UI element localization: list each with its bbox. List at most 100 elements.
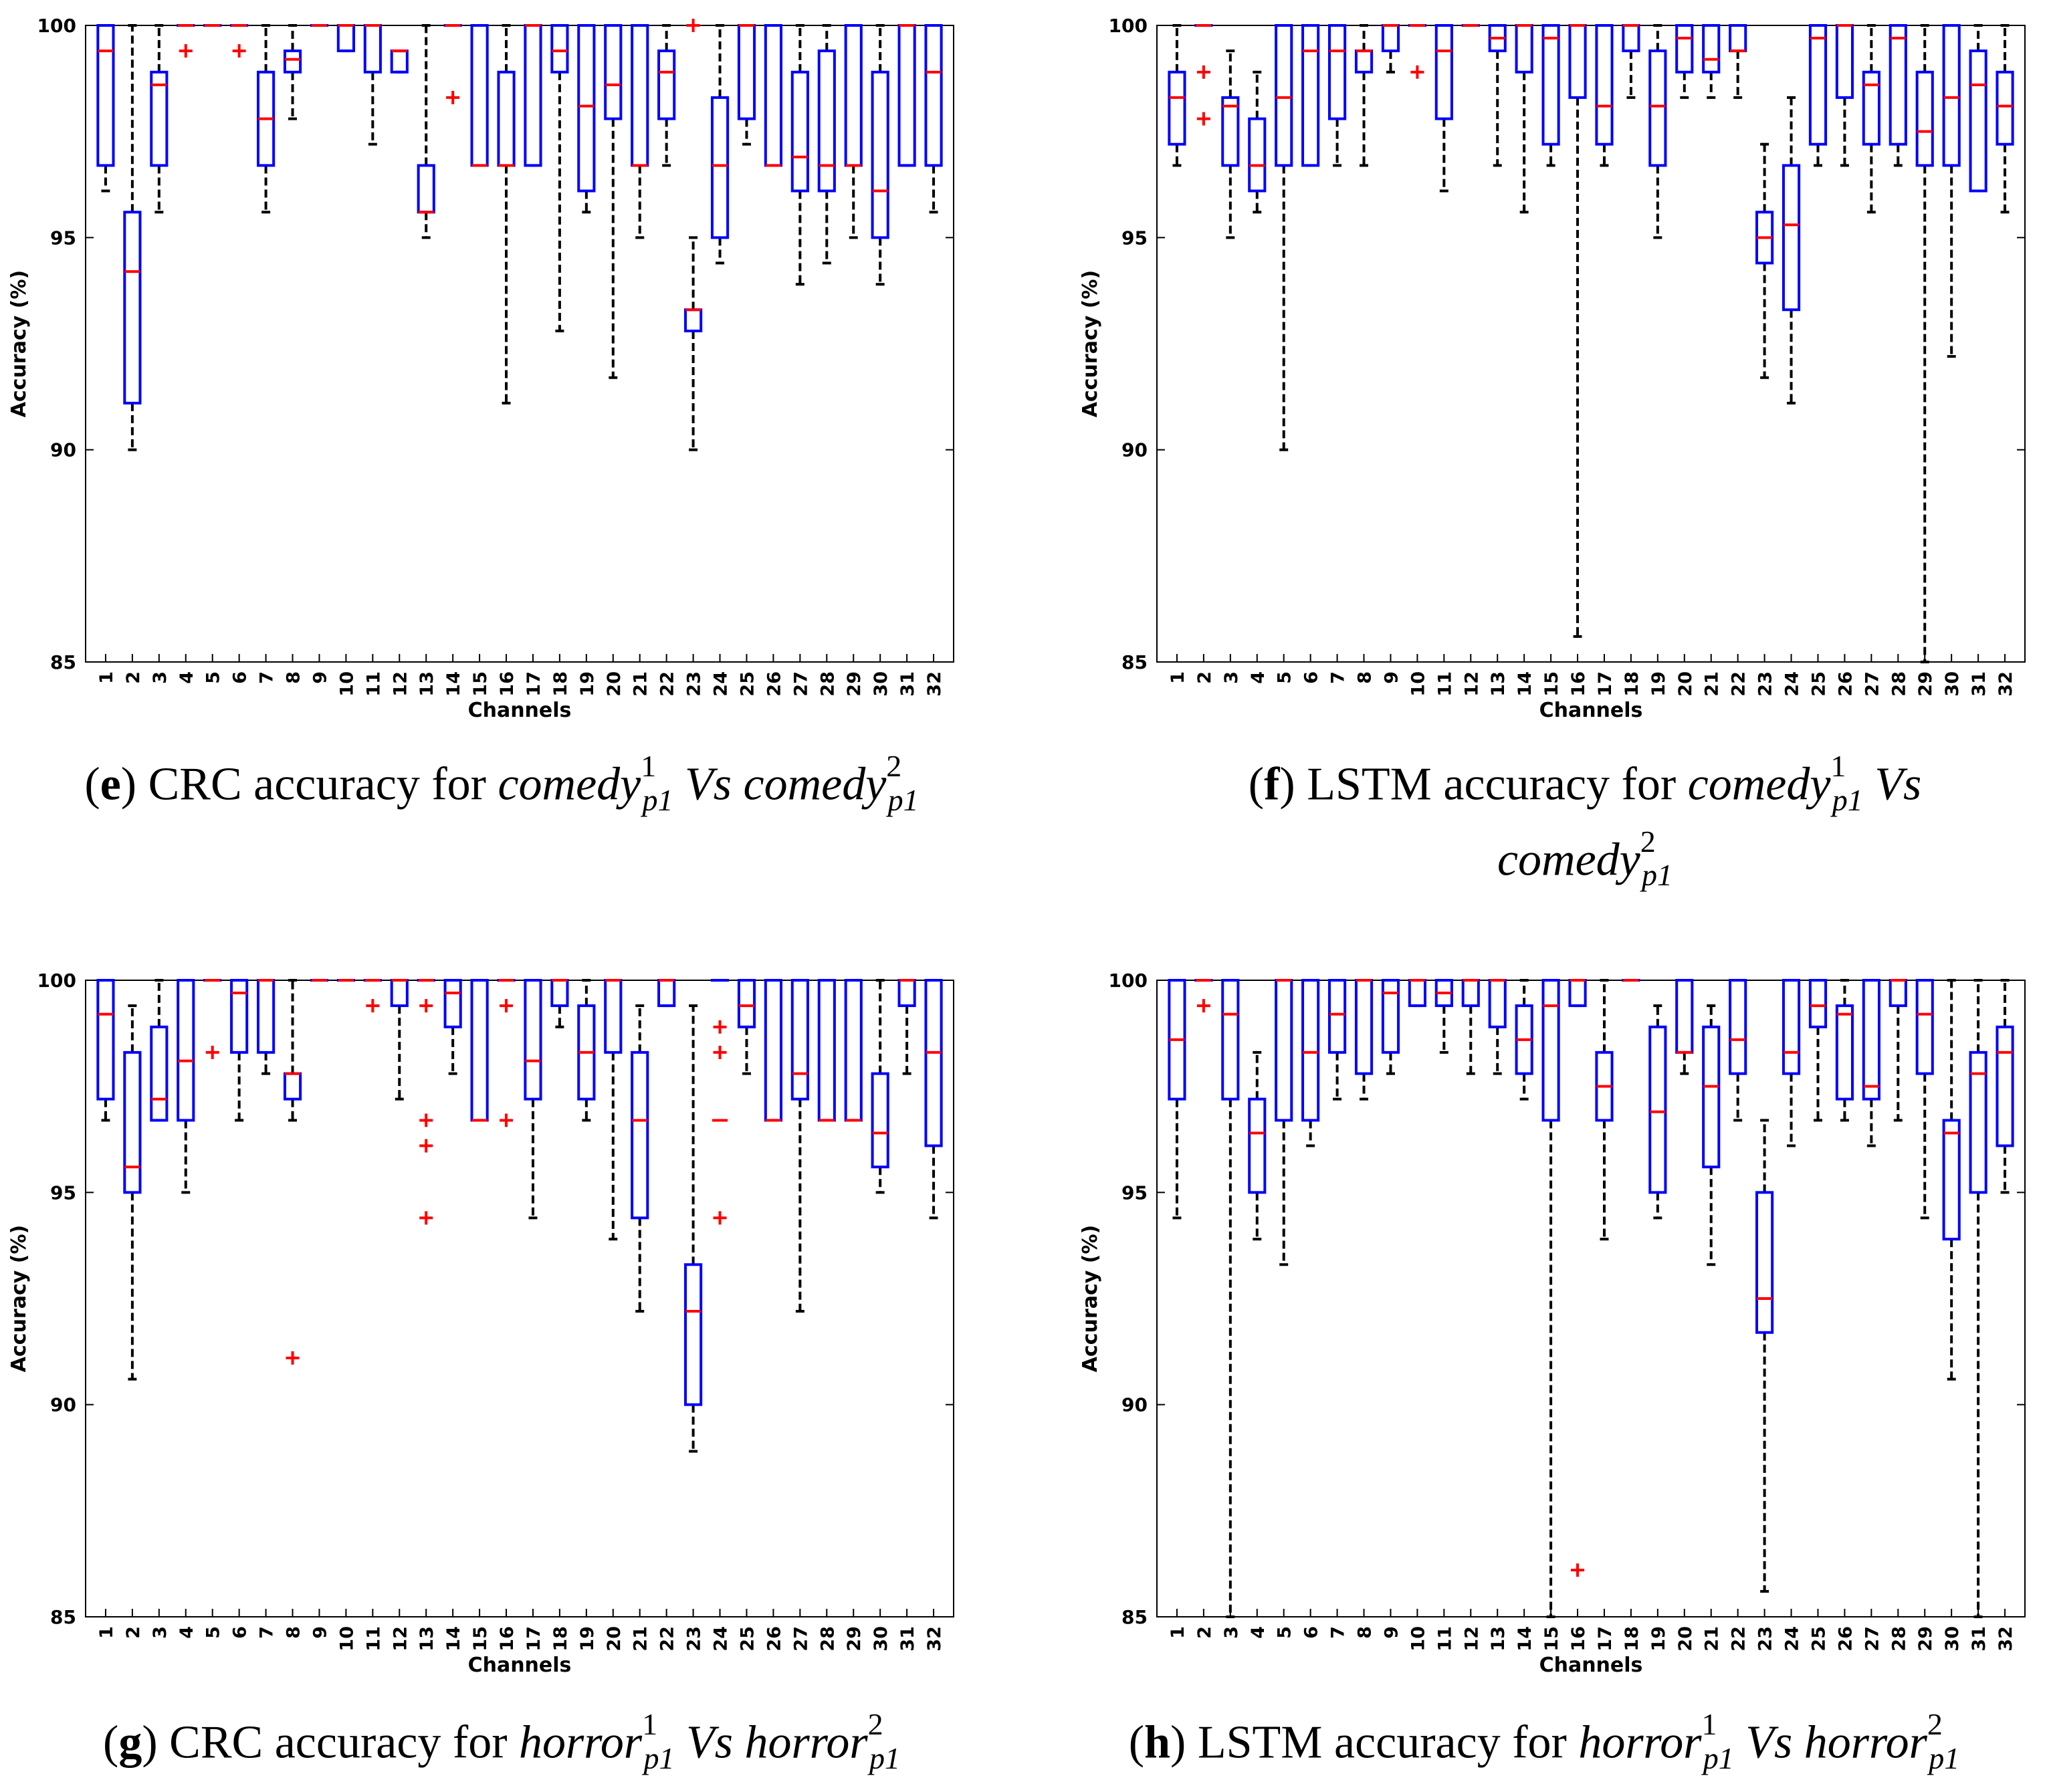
outlier-marker: [1196, 999, 1210, 1013]
box-channel-2: 2: [1194, 979, 1215, 1639]
box-channel-16: 16: [1568, 979, 1589, 1652]
box-iqr: [737, 24, 756, 120]
box-channel-31: 31: [897, 979, 918, 1652]
box-iqr: [417, 164, 435, 214]
x-tick-label: 8: [284, 671, 304, 684]
caption-letter: e: [100, 758, 121, 810]
box-iqr: [177, 979, 195, 1122]
x-tick-label: 15: [470, 1626, 491, 1652]
x-tick-label: 30: [1942, 671, 1963, 697]
box-channel-15: 15: [1541, 24, 1562, 697]
box-channel-16: 16: [497, 24, 518, 697]
box-channel-20: 20: [1675, 979, 1696, 1652]
box-channel-32: 32: [924, 979, 945, 1652]
box-iqr: [1862, 979, 1880, 1101]
box-iqr: [1648, 49, 1667, 167]
box-iqr: [1408, 979, 1426, 1008]
box-iqr: [1942, 1119, 1961, 1241]
box-channel-29: 29: [1915, 24, 1936, 697]
box-channel-17: 17: [1595, 979, 1616, 1652]
box-iqr: [1354, 49, 1374, 74]
x-tick-label: 24: [711, 671, 732, 697]
box-channel-27: 27: [790, 24, 811, 697]
box-channel-11: 11: [363, 24, 384, 697]
x-tick-label: 22: [1729, 671, 1749, 697]
box-channel-11: 11: [1434, 979, 1455, 1652]
box-channel-14: 14: [443, 24, 464, 697]
box-channel-12: 12: [390, 979, 411, 1652]
x-tick-label: 27: [1862, 1626, 1882, 1652]
caption-class-1-sub: p1: [1703, 1741, 1734, 1775]
box-iqr: [790, 70, 809, 193]
caption-class-2: horror: [1804, 1716, 1927, 1769]
box-iqr: [1568, 24, 1587, 99]
box-iqr: [1702, 1025, 1721, 1169]
x-tick-label: 4: [1248, 671, 1269, 684]
box-channel-31: 31: [1969, 24, 1989, 697]
box-channel-29: 29: [844, 979, 865, 1652]
x-tick-label: 32: [924, 1626, 945, 1652]
y-tick-label: 100: [37, 970, 76, 992]
x-tick-label: 8: [284, 1626, 304, 1639]
box-channel-24: 24: [1782, 979, 1803, 1652]
box-channel-14: 14: [443, 979, 464, 1652]
x-tick-label: 14: [443, 1626, 464, 1652]
box-channel-32: 32: [1996, 979, 2016, 1652]
x-tick-label: 1: [96, 1626, 117, 1639]
x-tick-label: 21: [631, 1626, 651, 1652]
box-channel-3: 3: [150, 24, 171, 684]
x-tick-label: 3: [150, 671, 171, 684]
x-tick-label: 11: [1434, 671, 1455, 697]
box-iqr: [390, 49, 409, 74]
x-tick-label: 16: [497, 671, 518, 697]
x-tick-label: 23: [684, 671, 705, 697]
box-iqr: [577, 24, 596, 193]
caption-method: LSTM accuracy for: [1197, 1716, 1567, 1769]
y-tick-label: 100: [1109, 15, 1148, 37]
box-iqr: [1702, 24, 1721, 74]
box-iqr: [817, 979, 836, 1122]
box-channel-18: 18: [550, 24, 571, 697]
box-iqr: [1889, 979, 1907, 1008]
box-iqr: [257, 979, 276, 1054]
box-iqr: [1301, 979, 1320, 1122]
x-tick-label: 7: [257, 1626, 278, 1639]
caption-class-1-sup: 1: [641, 749, 657, 783]
x-tick-label: 28: [1889, 1626, 1909, 1652]
x-tick-label: 28: [817, 671, 838, 697]
box-channel-15: 15: [470, 24, 491, 697]
x-tick-label: 20: [1675, 1626, 1696, 1652]
x-tick-label: 1: [1168, 671, 1188, 684]
box-iqr: [336, 24, 355, 53]
box-channel-28: 28: [817, 979, 838, 1652]
x-tick-label: 11: [363, 1626, 384, 1652]
caption-class-1-sup: 1: [1830, 749, 1846, 783]
box-iqr: [1942, 24, 1961, 167]
box-channel-10: 10: [336, 24, 357, 697]
caption-class-2-sup: 2: [1640, 824, 1656, 859]
box-channel-29: 29: [1915, 979, 1936, 1652]
y-tick-label: 90: [1121, 439, 1148, 461]
box-iqr: [524, 979, 542, 1101]
outlier-marker: [713, 1020, 727, 1034]
axes-frame: [1156, 980, 2026, 1617]
axes-frame: [85, 25, 954, 663]
x-tick-label: 20: [1675, 671, 1696, 697]
caption-class-2: comedy: [1497, 834, 1640, 886]
outlier-marker: [713, 1045, 727, 1059]
y-axis-label: Accuracy (%): [1079, 1225, 1102, 1372]
box-iqr: [283, 1072, 302, 1101]
x-tick-label: 14: [1515, 671, 1535, 697]
caption-class-2-sup: 2: [1927, 1707, 1943, 1741]
box-channel-27: 27: [1862, 979, 1882, 1652]
box-channel-17: 17: [524, 979, 544, 1652]
box-channel-22: 22: [1729, 24, 1749, 697]
box-iqr: [390, 979, 409, 1008]
box-channel-24: 24: [1782, 96, 1803, 697]
box-iqr: [871, 1072, 889, 1169]
caption-e: (e) CRC accuracy for comedy1p1 Vs comedy…: [84, 749, 919, 817]
x-tick-label: 21: [631, 671, 651, 697]
box-channel-5: 5: [1275, 979, 1295, 1639]
box-iqr: [1889, 24, 1907, 146]
